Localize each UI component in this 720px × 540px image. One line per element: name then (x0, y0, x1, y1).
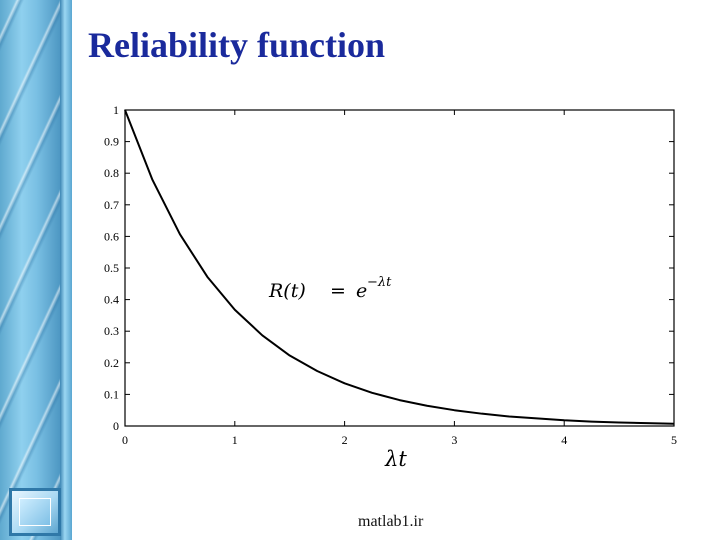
slide-footer: matlab1.ir (358, 513, 424, 530)
y-tick-label: 0.1 (104, 387, 119, 401)
formula-lhs: R(t) (268, 280, 306, 302)
formula-annotation: R(t) = e −λt (268, 275, 392, 302)
sidebar-edge (60, 0, 72, 540)
x-tick-label: 4 (561, 433, 567, 447)
x-tick-label: 5 (671, 433, 677, 447)
y-tick-label: 0.6 (104, 229, 119, 243)
y-tick-label: 1 (113, 103, 119, 117)
formula-equals: = (330, 280, 346, 302)
slide-corner-square (9, 488, 61, 536)
slide-corner-square-inner (19, 498, 51, 526)
x-axis-label: λt (384, 447, 407, 471)
slide-sidebar-decoration (0, 0, 72, 540)
x-tick-label: 1 (232, 433, 238, 447)
series-group (124, 109, 675, 425)
y-tick-label: 0 (113, 419, 119, 433)
y-tick-label: 0.9 (104, 135, 119, 149)
formula-base: e (356, 280, 367, 302)
y-tick-label: 0.3 (104, 324, 119, 338)
x-tick-label: 2 (342, 433, 348, 447)
slide-title: Reliability function (88, 25, 386, 65)
sidebar-stripes (0, 0, 62, 540)
y-tick-label: 0.5 (104, 261, 119, 275)
y-tick-label: 0.8 (104, 166, 119, 180)
x-tick-label: 0 (122, 433, 128, 447)
y-tick-label: 0.7 (104, 198, 119, 212)
x-tick-label: 3 (451, 433, 457, 447)
plot-area (124, 109, 675, 427)
y-axis-ticks: 0 0.1 0.2 0.3 0.4 0.5 0.6 0.7 0.8 0.9 1 (104, 103, 674, 433)
formula-exponent: −λt (367, 275, 392, 290)
y-tick-label: 0.4 (104, 293, 119, 307)
series-line (124, 109, 675, 425)
y-tick-label: 0.2 (104, 356, 119, 370)
